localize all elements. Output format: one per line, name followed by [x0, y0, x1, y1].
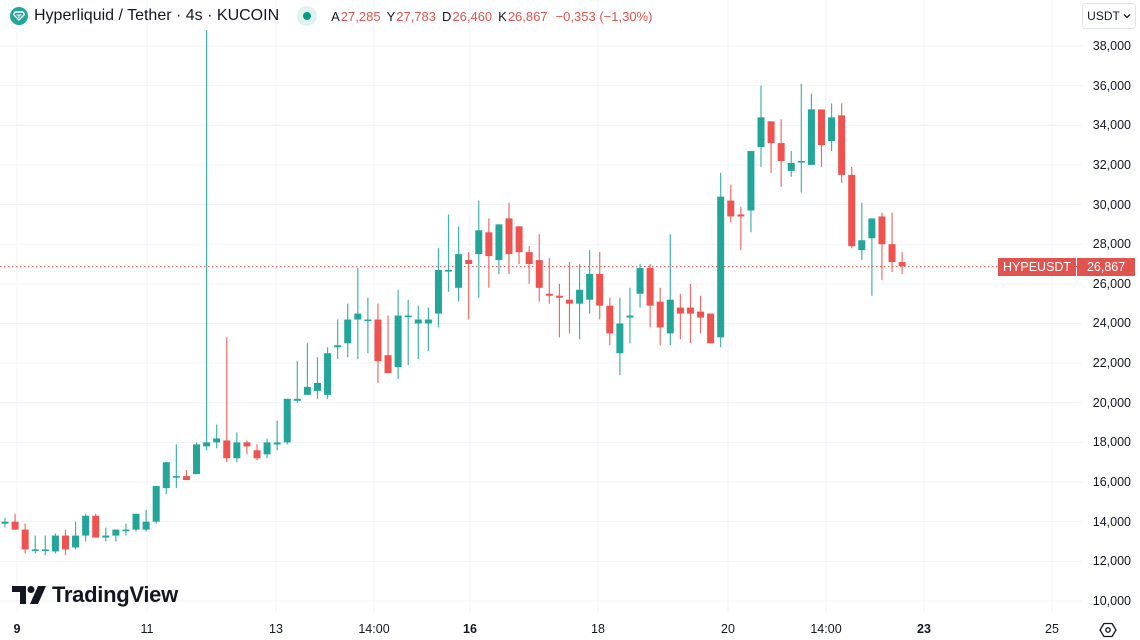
price-tick-label: 12,000 — [1092, 554, 1131, 569]
price-tag-symbol: HYPEUSDT — [998, 257, 1077, 276]
price-tick-label: 20,000 — [1092, 395, 1131, 410]
chevron-down-icon — [1123, 14, 1131, 19]
symbol-title[interactable]: Hyperliquid / Tether · 4s · KUCOIN — [34, 7, 280, 24]
time-tick-label: 18 — [591, 622, 605, 636]
currency-value: USDT — [1087, 9, 1120, 23]
last-price-tag: HYPEUSDT 26,867 — [998, 257, 1136, 276]
price-tick-label: 28,000 — [1092, 237, 1131, 252]
time-tick-label: 9 — [13, 622, 21, 636]
chart-header: Hyperliquid / Tether · 4s · KUCOIN A 27,2… — [10, 4, 652, 28]
price-tick-label: 38,000 — [1092, 39, 1131, 53]
price-tick-label: 30,000 — [1092, 197, 1131, 212]
time-tick-label: 14:00 — [358, 622, 390, 636]
tradingview-logo-icon — [12, 586, 46, 604]
time-tick-label: 23 — [917, 622, 931, 636]
time-tick-label: 25 — [1045, 622, 1059, 636]
currency-select[interactable]: USDT — [1082, 3, 1136, 29]
price-tick-label: 14,000 — [1092, 514, 1131, 529]
settings-icon[interactable] — [1099, 621, 1117, 639]
market-status-icon — [297, 6, 318, 26]
price-tag-value: 26,867 — [1077, 257, 1136, 276]
time-tick-label: 16 — [463, 622, 477, 636]
close-value: 26,867 — [507, 8, 548, 24]
price-tick-label: 18,000 — [1092, 435, 1131, 450]
close-label: K — [498, 8, 507, 24]
price-tick-label: 10,000 — [1092, 593, 1131, 608]
high-label: Y — [386, 8, 396, 24]
price-tick-label: 22,000 — [1092, 356, 1131, 371]
price-tick-label: 16,000 — [1092, 475, 1131, 490]
price-tick-label: 34,000 — [1092, 118, 1131, 133]
price-tick-label: 24,000 — [1092, 316, 1131, 331]
price-chart-plot[interactable] — [0, 0, 1082, 612]
low-label: D — [442, 8, 452, 24]
price-tick-label: 26,000 — [1092, 276, 1131, 291]
watermark-text: TradingView — [52, 582, 178, 607]
ohlc-values: A 27,285 Y 27,783 D 26,460 K 26,867 −0,353 (… — [331, 9, 652, 24]
price-tick-label: 36,000 — [1092, 78, 1131, 93]
hyperliquid-diamond-icon — [10, 7, 28, 25]
time-tick-label: 14:00 — [810, 622, 842, 636]
price-change: −0,353 (−1,30%) — [555, 8, 653, 24]
time-tick-label: 13 — [269, 622, 283, 636]
open-label: A — [331, 8, 340, 24]
price-tick-label: 32,000 — [1092, 157, 1131, 172]
high-value: 27,783 — [396, 8, 436, 24]
open-value: 27,285 — [340, 8, 381, 24]
time-tick-label: 20 — [721, 622, 735, 636]
low-value: 26,460 — [452, 8, 493, 24]
tradingview-watermark[interactable]: TradingView — [12, 582, 178, 608]
time-tick-label: 11 — [140, 622, 154, 636]
candlestick-chart — [0, 0, 1082, 612]
